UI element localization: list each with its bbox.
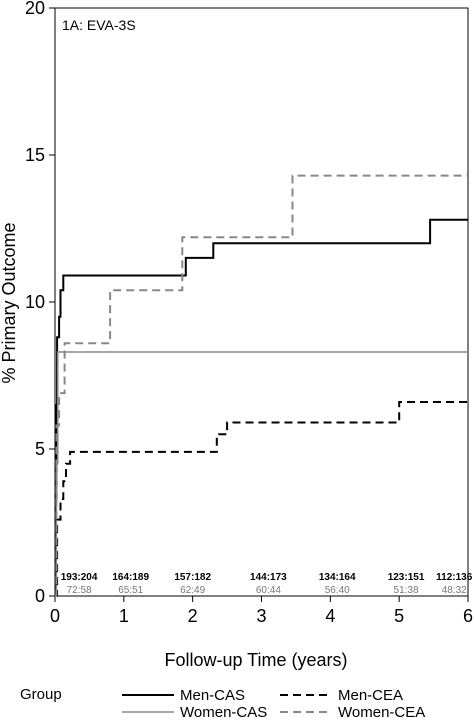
y-tick-label: 10 <box>25 292 45 312</box>
plot-border <box>54 7 469 597</box>
at-risk-count-bottom: 65:51 <box>118 585 143 596</box>
x-tick-label: 2 <box>188 606 198 626</box>
legend-label-women-cas: Women-CAS <box>180 704 267 721</box>
legend-title: Group <box>20 686 62 703</box>
at-risk-count-top: 164:189 <box>112 572 149 583</box>
series-line-women-cea <box>55 174 468 597</box>
x-tick-label: 5 <box>394 606 404 626</box>
legend-label-men-cas: Men-CAS <box>180 687 245 704</box>
series-line-men-cea <box>55 401 468 597</box>
x-axis: 0 1 2 3 4 5 6 <box>50 596 473 626</box>
y-tick-label: 5 <box>35 439 45 459</box>
at-risk-count-top: 144:173 <box>250 572 287 583</box>
at-risk-count-bottom: 72:58 <box>67 585 92 596</box>
at-risk-count-bottom: 51:38 <box>394 585 419 596</box>
at-risk-count-top: 193:204 <box>61 572 98 583</box>
at-risk-count-bottom: 62:49 <box>180 585 205 596</box>
at-risk-count-bottom: 60:44 <box>256 585 281 596</box>
x-tick-label: 0 <box>50 606 60 626</box>
panel-label: 1A: EVA-3S <box>62 17 136 33</box>
at-risk-count-top: 134:164 <box>319 572 356 583</box>
series-line-women-cas <box>55 351 468 597</box>
at-risk-count-bottom: 48:32 <box>442 585 467 596</box>
series-layer <box>54 174 468 597</box>
x-tick-label: 1 <box>119 606 129 626</box>
y-axis-title: % Primary Outcome <box>0 222 19 383</box>
legend-label-men-cea: Men-CEA <box>338 687 403 704</box>
y-tick-label: 20 <box>25 0 45 18</box>
y-tick-label: 0 <box>35 586 45 606</box>
y-tick-label: 15 <box>25 145 45 165</box>
at-risk-count-bottom: 56:40 <box>325 585 350 596</box>
series-line-men-cas <box>54 218 468 597</box>
x-tick-label: 4 <box>325 606 335 626</box>
x-tick-label: 3 <box>256 606 266 626</box>
at-risk-table: 193:204 72:58 164:189 65:51 157:182 62:49 144:… <box>61 572 473 596</box>
legend: Group Men-CAS Men-CEA Women-CAS Women-CEA <box>20 686 425 721</box>
x-tick-label: 6 <box>463 606 473 626</box>
y-axis: 0 5 10 15 20 <box>25 0 55 606</box>
at-risk-count-top: 112:136 <box>436 572 473 583</box>
x-axis-title: Follow-up Time (years) <box>164 650 347 670</box>
at-risk-count-top: 157:182 <box>174 572 211 583</box>
at-risk-count-top: 123:151 <box>388 572 425 583</box>
legend-label-women-cea: Women-CEA <box>338 704 425 721</box>
plot-area <box>54 7 469 597</box>
